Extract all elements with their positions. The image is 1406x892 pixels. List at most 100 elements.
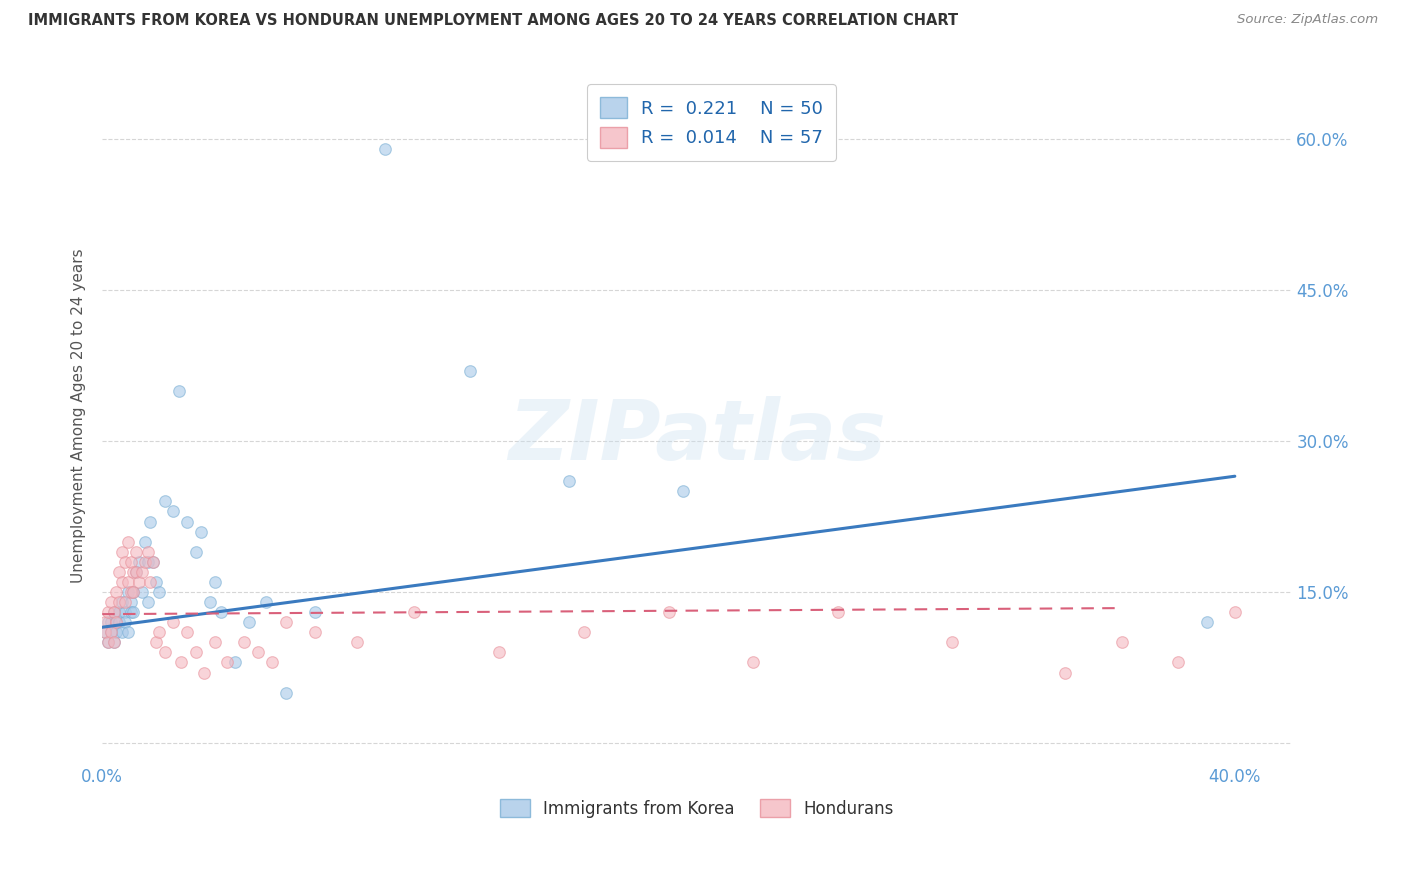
Point bbox=[657, 605, 679, 619]
Point bbox=[125, 565, 148, 579]
Point bbox=[100, 625, 122, 640]
Point bbox=[198, 595, 221, 609]
Point bbox=[108, 605, 131, 619]
Point bbox=[136, 555, 159, 569]
Point bbox=[374, 142, 396, 156]
Legend: Immigrants from Korea, Hondurans: Immigrants from Korea, Hondurans bbox=[494, 793, 900, 824]
Point bbox=[111, 545, 134, 559]
Point bbox=[153, 645, 176, 659]
Point bbox=[304, 625, 326, 640]
Point bbox=[120, 585, 142, 599]
Point bbox=[167, 384, 190, 398]
Point bbox=[120, 555, 142, 569]
Point bbox=[122, 565, 145, 579]
Y-axis label: Unemployment Among Ages 20 to 24 years: Unemployment Among Ages 20 to 24 years bbox=[72, 249, 86, 583]
Point bbox=[558, 475, 581, 489]
Point bbox=[204, 574, 226, 589]
Point bbox=[204, 635, 226, 649]
Point bbox=[105, 585, 128, 599]
Point bbox=[131, 585, 153, 599]
Point bbox=[105, 625, 128, 640]
Point bbox=[148, 625, 170, 640]
Point bbox=[114, 615, 136, 630]
Point bbox=[827, 605, 849, 619]
Point bbox=[120, 605, 142, 619]
Point bbox=[170, 656, 193, 670]
Point bbox=[1223, 605, 1246, 619]
Point bbox=[134, 555, 156, 569]
Point bbox=[190, 524, 212, 539]
Point bbox=[148, 585, 170, 599]
Point bbox=[184, 645, 207, 659]
Point bbox=[100, 615, 122, 630]
Point bbox=[108, 565, 131, 579]
Point bbox=[108, 615, 131, 630]
Point bbox=[193, 665, 215, 680]
Point bbox=[256, 595, 278, 609]
Text: IMMIGRANTS FROM KOREA VS HONDURAN UNEMPLOYMENT AMONG AGES 20 TO 24 YEARS CORRELA: IMMIGRANTS FROM KOREA VS HONDURAN UNEMPL… bbox=[28, 13, 959, 29]
Point bbox=[94, 625, 117, 640]
Point bbox=[125, 545, 148, 559]
Point bbox=[742, 656, 765, 670]
Point bbox=[105, 615, 128, 630]
Point bbox=[103, 605, 125, 619]
Point bbox=[232, 635, 254, 649]
Point bbox=[97, 635, 120, 649]
Point bbox=[402, 605, 425, 619]
Point bbox=[162, 615, 184, 630]
Point bbox=[94, 615, 117, 630]
Point bbox=[97, 635, 120, 649]
Point bbox=[122, 585, 145, 599]
Point bbox=[304, 605, 326, 619]
Point bbox=[224, 656, 246, 670]
Point bbox=[117, 625, 139, 640]
Point bbox=[142, 555, 165, 569]
Point bbox=[1053, 665, 1076, 680]
Point bbox=[136, 545, 159, 559]
Point bbox=[215, 656, 238, 670]
Point bbox=[114, 595, 136, 609]
Point bbox=[117, 585, 139, 599]
Point bbox=[460, 363, 482, 377]
Point bbox=[246, 645, 269, 659]
Point bbox=[139, 515, 162, 529]
Point bbox=[105, 615, 128, 630]
Point bbox=[136, 595, 159, 609]
Point bbox=[122, 605, 145, 619]
Point bbox=[209, 605, 232, 619]
Point bbox=[108, 595, 131, 609]
Point bbox=[111, 625, 134, 640]
Point bbox=[162, 504, 184, 518]
Point bbox=[276, 686, 298, 700]
Point bbox=[97, 605, 120, 619]
Point bbox=[672, 484, 695, 499]
Point bbox=[139, 574, 162, 589]
Point bbox=[184, 545, 207, 559]
Point bbox=[153, 494, 176, 508]
Point bbox=[100, 595, 122, 609]
Point bbox=[346, 635, 368, 649]
Point bbox=[128, 574, 150, 589]
Point bbox=[145, 574, 167, 589]
Point bbox=[176, 515, 198, 529]
Point bbox=[941, 635, 963, 649]
Text: ZIPatlas: ZIPatlas bbox=[508, 396, 886, 477]
Point bbox=[111, 595, 134, 609]
Point bbox=[488, 645, 510, 659]
Point bbox=[114, 605, 136, 619]
Point bbox=[125, 565, 148, 579]
Point bbox=[145, 635, 167, 649]
Point bbox=[111, 574, 134, 589]
Point bbox=[131, 565, 153, 579]
Point bbox=[117, 534, 139, 549]
Point bbox=[276, 615, 298, 630]
Point bbox=[1195, 615, 1218, 630]
Point bbox=[262, 656, 284, 670]
Point bbox=[117, 574, 139, 589]
Point bbox=[114, 555, 136, 569]
Point bbox=[120, 595, 142, 609]
Point bbox=[103, 635, 125, 649]
Point bbox=[1167, 656, 1189, 670]
Point bbox=[103, 605, 125, 619]
Point bbox=[122, 585, 145, 599]
